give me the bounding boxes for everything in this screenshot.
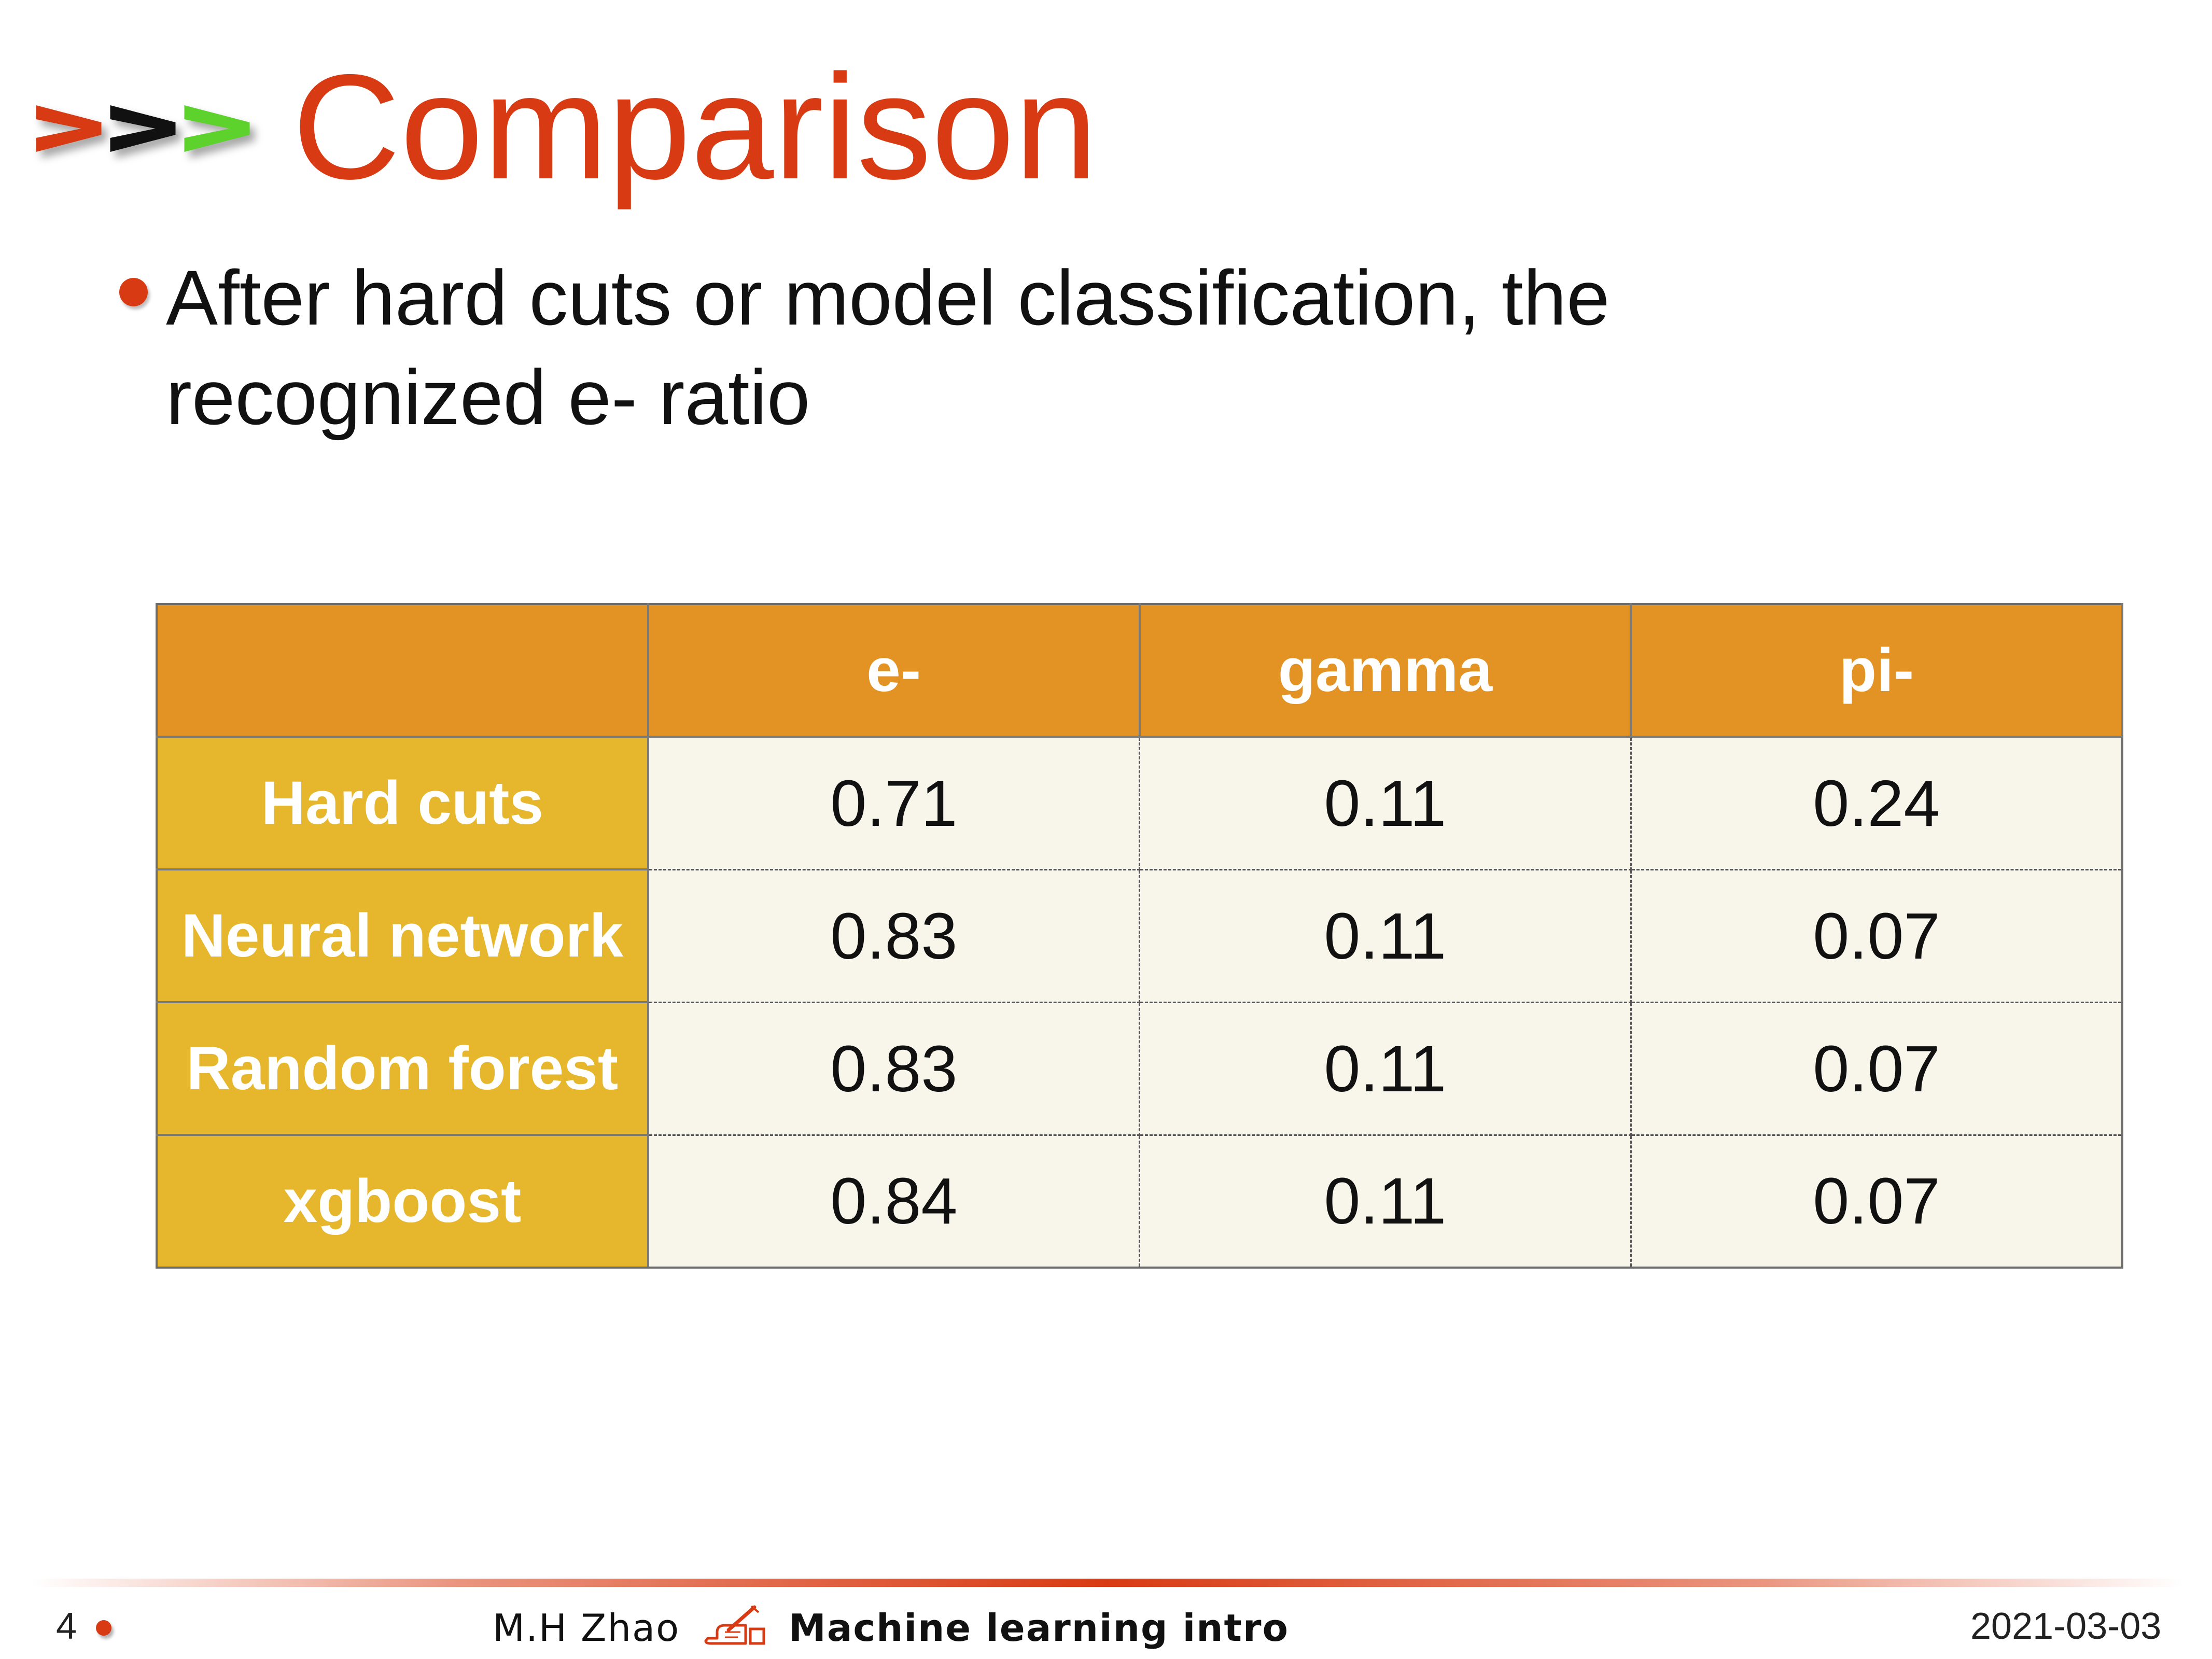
table-header-cell: gamma <box>1139 604 1632 738</box>
table-header-cell: e- <box>648 604 1141 738</box>
table-row: Neural network 0.83 0.11 0.07 <box>157 869 2123 1003</box>
footer-date: 2021-03-03 <box>1970 1606 2162 1647</box>
footer-divider <box>31 1579 2183 1587</box>
table-header-cell: pi- <box>1631 604 2123 738</box>
bullet-dot-icon <box>119 278 148 306</box>
table-cell: 0.24 <box>1631 737 2123 870</box>
table-cell: 0.07 <box>1631 869 2123 1003</box>
table-cell: 0.11 <box>1139 737 1632 870</box>
table-cell: 0.07 <box>1631 1002 2123 1136</box>
chevron-red-icon <box>36 105 102 152</box>
table-row: xgboost 0.84 0.11 0.07 <box>157 1135 2123 1269</box>
title-row: Comparison <box>29 49 1098 205</box>
chevron-logo <box>29 75 251 179</box>
table-row: Random forest 0.83 0.11 0.07 <box>157 1002 2123 1136</box>
table-row: Hard cuts 0.71 0.11 0.24 <box>157 737 2123 870</box>
table-header-corner <box>157 604 649 738</box>
page-dot-icon <box>96 1620 111 1636</box>
chevron-green-icon <box>184 105 250 152</box>
table-cell: 0.84 <box>648 1135 1140 1269</box>
row-label: xgboost <box>157 1135 649 1269</box>
table-cell: 0.83 <box>648 1002 1140 1136</box>
footer-course-title: Machine learning intro <box>789 1606 1289 1650</box>
row-label: Hard cuts <box>157 737 649 870</box>
page-number: 4 <box>56 1606 77 1647</box>
table-header-row: e- gamma pi- <box>157 604 2123 738</box>
table-cell: 0.07 <box>1631 1135 2123 1269</box>
pen-writing-icon <box>704 1605 765 1645</box>
table-cell: 0.11 <box>1139 1002 1632 1136</box>
page-title: Comparison <box>292 44 1098 210</box>
table-cell: 0.83 <box>648 869 1140 1003</box>
table-cell: 0.11 <box>1139 869 1632 1003</box>
row-label: Neural network <box>157 869 649 1003</box>
chevron-black-icon <box>110 105 176 152</box>
footer-author: M.H Zhao <box>493 1606 680 1650</box>
bullet-text: After hard cuts or model classification,… <box>166 254 1610 441</box>
bullet-item: After hard cuts or model classification,… <box>119 248 2038 447</box>
table-cell: 0.71 <box>648 737 1140 870</box>
footer-center: M.H Zhao Machine learning intro <box>493 1599 1289 1656</box>
table-cell: 0.11 <box>1139 1135 1632 1269</box>
comparison-table: e- gamma pi- Hard cuts 0.71 0.11 0.24 Ne… <box>156 603 2123 1269</box>
row-label: Random forest <box>157 1002 649 1136</box>
